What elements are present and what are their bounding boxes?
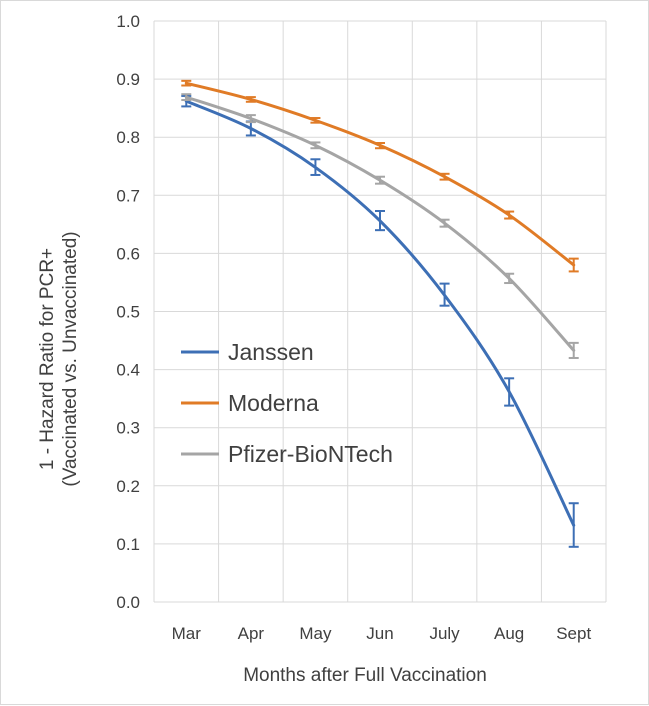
x-tick-label: Aug (494, 624, 524, 643)
y-tick-label: 0.8 (116, 128, 140, 147)
error-bar (439, 172, 450, 181)
error-bar (568, 341, 579, 359)
y-tick-label: 0.7 (116, 186, 140, 205)
series (181, 79, 579, 548)
y-axis-title-line-1: 1 - Hazard Ratio for PCR+ (37, 248, 58, 470)
x-tick-label: Mar (172, 624, 202, 643)
error-bar (181, 93, 192, 102)
error-bar (504, 377, 515, 407)
x-tick-label: May (299, 624, 332, 643)
y-tick-label: 0.1 (116, 535, 140, 554)
error-bar (245, 120, 256, 137)
error-bar (375, 142, 385, 150)
error-bar (245, 96, 256, 103)
series-pfizer-biontech (181, 93, 579, 359)
x-tick-label: Jun (366, 624, 393, 643)
y-axis-title-line-2: (Vaccinated vs. Unvaccinated) (60, 231, 81, 486)
error-bar (504, 210, 515, 220)
y-tick-label: 0.5 (116, 303, 140, 322)
error-bar (375, 209, 385, 232)
legend-item: Pfizer-BioNTech (181, 441, 393, 467)
legend-label: Janssen (228, 339, 314, 365)
series-line (184, 81, 576, 267)
series-janssen (181, 94, 579, 548)
x-tick-label: Apr (238, 624, 265, 643)
error-bar (310, 117, 321, 124)
y-tick-label: 0.9 (116, 70, 140, 89)
series-line (184, 99, 576, 527)
x-tick-label: July (429, 624, 460, 643)
x-tick-label: Sept (556, 624, 591, 643)
error-bar (310, 158, 321, 176)
legend-item: Moderna (181, 390, 319, 416)
error-bar (245, 114, 256, 124)
error-bar (375, 175, 385, 185)
error-bar (504, 272, 515, 285)
error-bar (439, 218, 450, 228)
error-bar (439, 282, 450, 307)
legend-label: Moderna (228, 390, 319, 416)
x-axis-title: Months after Full Vaccination (243, 665, 487, 686)
y-tick-label: 0.2 (116, 477, 140, 496)
error-bar (310, 141, 321, 150)
legend-label: Pfizer-BioNTech (228, 441, 393, 467)
y-tick-label: 0.4 (116, 361, 140, 380)
error-bar (568, 257, 579, 273)
legend: Janssen Moderna Pfizer-BioNTech (181, 339, 393, 467)
error-bar (568, 502, 579, 548)
y-axis-title: 1 - Hazard Ratio for PCR+ (Vaccinated vs… (37, 231, 81, 486)
y-axis-ticks: 0.0 0.1 0.2 0.3 0.4 0.5 0.6 0.7 0.8 0.9 1.0 (116, 12, 140, 612)
y-tick-label: 1.0 (116, 12, 140, 31)
y-tick-label: 0.3 (116, 419, 140, 438)
error-bar (181, 79, 192, 87)
y-tick-label: 0.0 (116, 593, 140, 612)
series-moderna (181, 79, 579, 273)
x-axis-ticks: Mar Apr May Jun July Aug Sept (172, 624, 592, 643)
y-tick-label: 0.6 (116, 244, 140, 263)
legend-item: Janssen (181, 339, 314, 365)
